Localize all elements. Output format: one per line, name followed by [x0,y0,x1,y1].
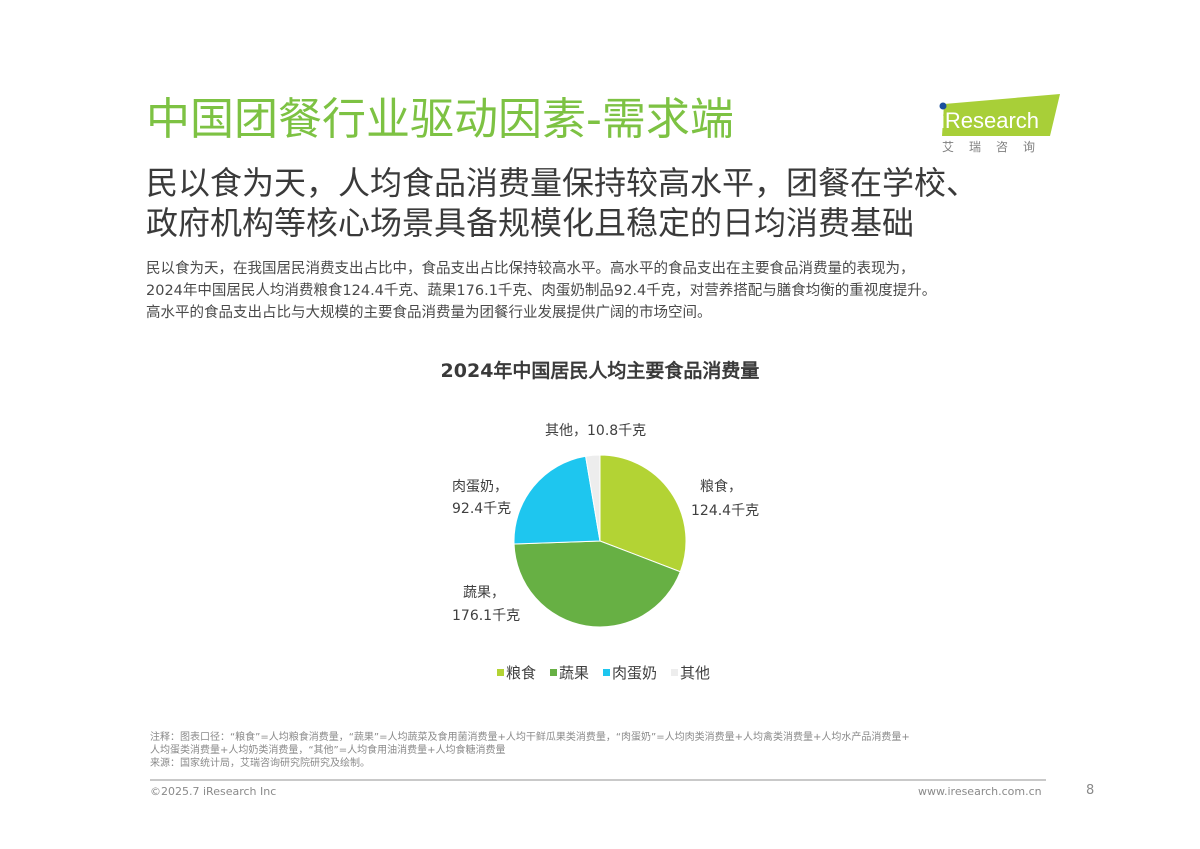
data-label-grain: 粮食， [700,479,742,495]
legend-item-meat-egg-milk: 肉蛋奶 [603,662,657,683]
chart-legend: 粮食 蔬果 肉蛋奶 其他 [497,662,710,683]
subtitle-line-1: 民以食为天，人均食品消费量保持较高水平，团餐在学校、 [146,164,979,202]
page-title: 中国团餐行业驱动因素-需求端 [146,94,734,145]
subtitle-line-2: 政府机构等核心场景具备规模化且稳定的日均消费基础 [146,204,915,242]
body-line-2: 2024年中国居民人均消费粮食124.4千克、蔬果176.1千克、肉蛋奶制品92… [146,283,937,299]
body-line-1: 民以食为天，在我国居民消费支出占比中，食品支出占比保持较高水平。高水平的食品支出… [146,261,915,277]
footer-copyright: ©2025.7 iResearch Inc [150,785,277,798]
pie-slice-other [585,454,601,542]
legend-swatch-veg-fruit [550,669,558,676]
footer-website: www.iresearch.com.cn [918,785,1042,798]
pie-slice-grain [599,454,687,573]
legend-swatch-grain [497,669,504,676]
data-label-meat-egg-milk: 肉蛋奶， [452,479,508,495]
footer-divider [150,779,1046,781]
legend-swatch-other [671,669,679,676]
legend-item-veg-fruit: 蔬果 [550,662,589,683]
note-line-1: 注释：图表口径：“粮食”=人均粮食消费量，“蔬果”=人均蔬菜及食用菌消费量+人均… [150,732,910,743]
legend-swatch-meat-egg-milk [603,669,611,676]
data-label-veg-fruit-value: 176.1千克 [452,608,521,624]
data-label-meat-egg-milk-value: 92.4千克 [452,501,512,517]
legend-item-grain: 粮食 [497,662,536,683]
chart-notes: 注释：图表口径：“粮食”=人均粮食消费量，“蔬果”=人均蔬菜及食用菌消费量+人均… [150,731,1060,770]
note-line-2: 人均蛋类消费量+人均奶类消费量，“其他”=人均食用油消费量+人均食糖消费量 [150,745,506,756]
page-subtitle: 民以食为天，人均食品消费量保持较高水平，团餐在学校、 政府机构等核心场景具备规模… [146,163,1066,243]
chart-title: 2024年中国居民人均主要食品消费量 [440,360,760,382]
logo-chinese-text: 艾瑞咨询 [942,140,1051,154]
data-label-grain-value: 124.4千克 [691,503,760,519]
data-label-other: 其他，10.8千克 [545,423,647,439]
body-line-3: 高水平的食品支出占比与大规模的主要食品消费量为团餐行业发展提供广阔的市场空间。 [146,305,712,321]
iresearch-logo: iResearch [939,94,1060,136]
pie-slice-meat-egg-milk [513,455,601,545]
page-number: 8 [1086,783,1095,798]
pie-slice-veg-fruit [513,540,681,628]
source-line: 来源：国家统计局，艾瑞咨询研究院研究及绘制。 [150,758,370,769]
body-paragraph: 民以食为天，在我国居民消费支出占比中，食品支出占比保持较高水平。高水平的食品支出… [146,258,1076,324]
data-label-veg-fruit: 蔬果， [463,585,505,601]
legend-item-other: 其他 [671,662,710,683]
svg-text:iResearch: iResearch [940,108,1039,133]
